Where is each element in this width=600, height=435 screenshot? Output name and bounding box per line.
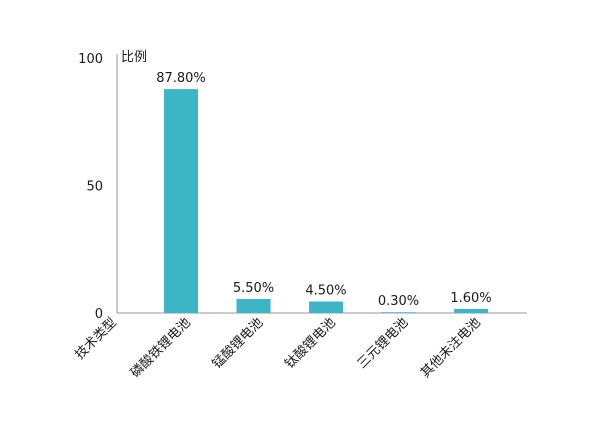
category-label: 锰酸锂电池 (210, 315, 267, 372)
bar (236, 298, 271, 313)
axes: 0 50 100 (78, 52, 527, 322)
x-axis-label: 技术类型 (72, 315, 119, 362)
bar (454, 308, 488, 313)
category-label: 磷酸铁锂电池 (128, 315, 194, 381)
y-tick-label: 100 (78, 52, 103, 67)
bar (164, 89, 198, 313)
category-label: 钛酸锂电池 (282, 315, 339, 372)
y-tick-label: 0 (95, 307, 103, 322)
data-label: 5.50% (233, 281, 274, 296)
bar (309, 301, 343, 313)
y-axis-label: 比例 (121, 50, 147, 65)
data-label: 4.50% (305, 284, 346, 299)
category-label: 三元锂电池 (355, 315, 412, 372)
y-tick-label: 50 (86, 180, 103, 195)
data-label: 0.30% (378, 294, 419, 309)
data-label: 1.60% (450, 291, 491, 306)
bar (381, 312, 416, 313)
category-label: 其他未注电池 (418, 315, 484, 381)
bars (164, 89, 488, 313)
data-label: 87.80% (156, 71, 206, 86)
